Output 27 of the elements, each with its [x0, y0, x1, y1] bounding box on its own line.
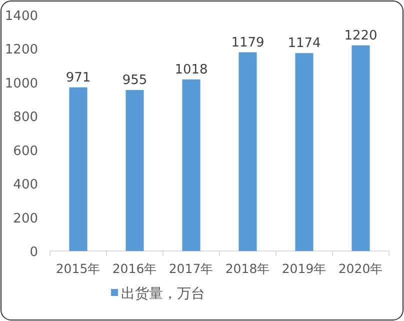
y-tick-label: 0 [30, 245, 38, 260]
data-label: 955 [122, 73, 148, 88]
bar [238, 52, 257, 251]
y-tick-label: 400 [13, 178, 38, 193]
bar [126, 90, 144, 251]
y-tick-label: 600 [13, 144, 38, 159]
y-tick-label: 200 [13, 211, 38, 226]
x-tick-label: 2017年 [168, 261, 214, 276]
bar [182, 79, 200, 251]
legend-label: 出货量，万台 [121, 286, 205, 302]
x-tick-label: 2015年 [56, 261, 101, 276]
x-tick-label: 2018年 [225, 261, 270, 276]
bar [69, 87, 88, 251]
x-tick-label: 2016年 [112, 261, 158, 276]
data-label: 1018 [174, 62, 208, 78]
data-label: 1174 [288, 36, 321, 52]
y-tick-label: 1400 [4, 9, 38, 24]
data-label: 1220 [344, 28, 378, 44]
x-tick-label: 2020年 [338, 261, 384, 276]
data-label: 971 [66, 70, 91, 86]
bar [295, 53, 314, 251]
x-tick-label: 2019年 [282, 261, 327, 276]
data-label: 1179 [231, 35, 264, 50]
y-tick-label: 1000 [4, 76, 38, 92]
y-tick-label: 1200 [4, 42, 38, 58]
bar [352, 45, 370, 251]
y-tick-label: 800 [13, 110, 38, 126]
